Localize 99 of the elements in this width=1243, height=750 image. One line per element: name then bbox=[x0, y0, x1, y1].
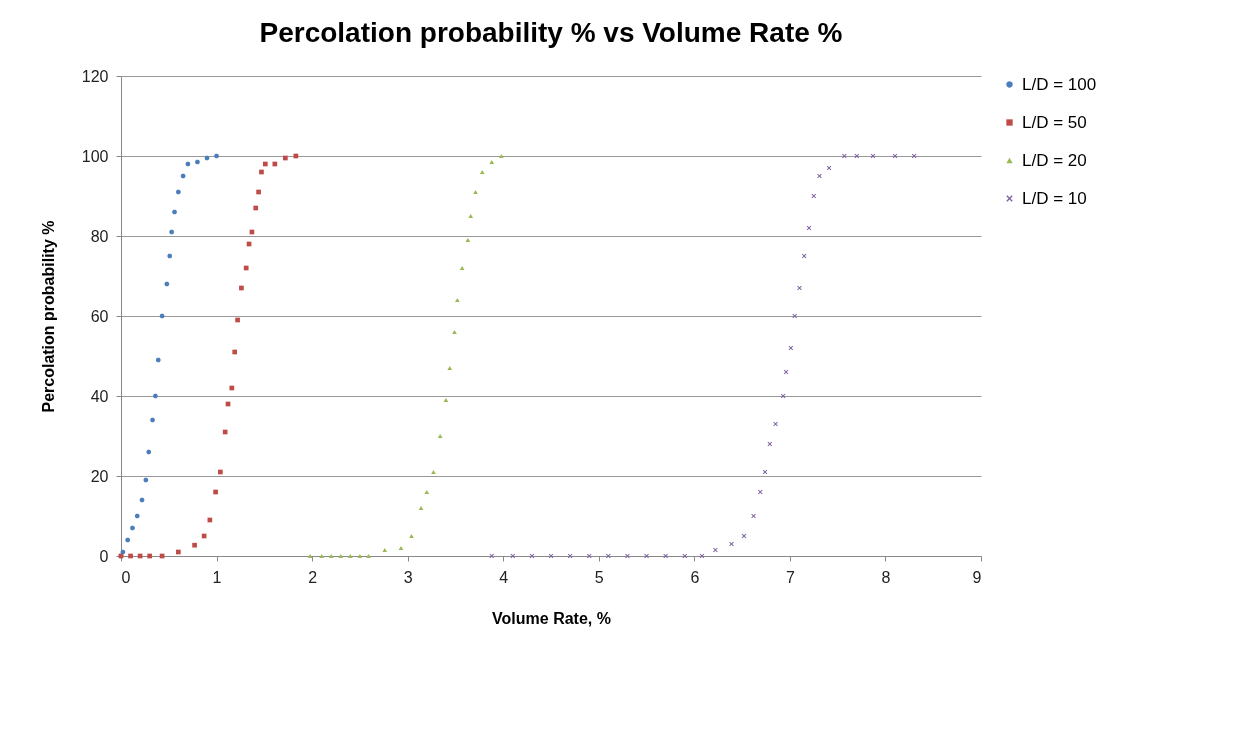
point bbox=[214, 153, 219, 159]
y-tick-label: 0 bbox=[99, 547, 109, 565]
point bbox=[243, 265, 249, 271]
x-tick-label: 1 bbox=[212, 568, 222, 586]
point bbox=[459, 265, 465, 271]
point bbox=[134, 513, 140, 519]
point bbox=[204, 155, 210, 161]
point bbox=[465, 237, 471, 243]
x-tick-label: 9 bbox=[972, 568, 982, 586]
point bbox=[625, 553, 630, 559]
point bbox=[229, 385, 235, 391]
point bbox=[773, 421, 778, 427]
point bbox=[218, 469, 223, 475]
point bbox=[180, 173, 186, 179]
point bbox=[150, 417, 155, 423]
point bbox=[259, 169, 264, 175]
point bbox=[167, 253, 173, 259]
point bbox=[256, 189, 261, 195]
point bbox=[130, 525, 135, 531]
point bbox=[175, 549, 181, 555]
point bbox=[479, 169, 485, 175]
point bbox=[159, 313, 165, 319]
point bbox=[398, 545, 404, 551]
legend-label: L/D = 10 bbox=[1022, 188, 1087, 208]
y-tick-label: 40 bbox=[90, 387, 109, 405]
point bbox=[175, 189, 181, 195]
x-tick-label: 0 bbox=[121, 568, 131, 586]
point bbox=[153, 393, 158, 399]
point bbox=[817, 173, 822, 179]
point bbox=[155, 357, 161, 363]
point bbox=[842, 153, 847, 159]
point bbox=[489, 159, 495, 165]
x-tick-label: 3 bbox=[403, 568, 413, 586]
point bbox=[164, 281, 170, 287]
y-axis-title: Percolation probability % bbox=[39, 220, 57, 413]
point bbox=[128, 553, 133, 559]
point bbox=[120, 549, 126, 555]
point bbox=[146, 449, 152, 455]
legend-label: L/D = 20 bbox=[1022, 150, 1087, 170]
point bbox=[192, 542, 197, 548]
chart-title: Percolation probability % vs Volume Rate % bbox=[259, 17, 843, 48]
legend-label: L/D = 100 bbox=[1022, 74, 1097, 94]
point bbox=[147, 553, 153, 559]
point bbox=[195, 159, 200, 165]
y-tick-label: 100 bbox=[81, 147, 109, 165]
point bbox=[447, 365, 453, 371]
point bbox=[139, 497, 145, 503]
point bbox=[452, 329, 457, 335]
point bbox=[605, 553, 611, 559]
y-tick-label: 80 bbox=[90, 227, 109, 245]
point bbox=[729, 541, 734, 547]
point bbox=[431, 469, 436, 475]
point bbox=[262, 161, 268, 167]
point bbox=[792, 313, 798, 319]
point bbox=[319, 553, 325, 559]
point bbox=[468, 213, 474, 219]
point bbox=[232, 349, 238, 355]
x-tick-label: 4 bbox=[499, 568, 509, 586]
point bbox=[328, 553, 334, 559]
point bbox=[307, 553, 313, 559]
point bbox=[253, 205, 259, 211]
point bbox=[235, 317, 240, 323]
point bbox=[473, 189, 478, 195]
point bbox=[443, 397, 449, 403]
point bbox=[751, 513, 756, 519]
point bbox=[437, 433, 443, 439]
x-tick-label: 8 bbox=[881, 568, 891, 586]
point bbox=[222, 429, 228, 435]
y-tick-label: 60 bbox=[90, 307, 109, 325]
point bbox=[424, 489, 430, 495]
x-tick-label: 7 bbox=[785, 568, 795, 586]
y-tick-label: 120 bbox=[81, 67, 109, 85]
point bbox=[357, 553, 363, 559]
legend-label: L/D = 50 bbox=[1022, 112, 1087, 132]
point bbox=[713, 547, 718, 553]
point bbox=[272, 161, 278, 167]
point bbox=[213, 489, 218, 495]
point bbox=[283, 155, 288, 161]
point bbox=[185, 161, 191, 167]
x-tick-label: 5 bbox=[594, 568, 604, 586]
point bbox=[172, 209, 177, 215]
x-axis-title: Volume Rate, % bbox=[492, 609, 611, 627]
point bbox=[347, 553, 353, 559]
point bbox=[644, 553, 649, 559]
point bbox=[382, 547, 388, 553]
point bbox=[125, 537, 131, 543]
point bbox=[338, 553, 344, 559]
point bbox=[797, 285, 802, 291]
point bbox=[455, 297, 460, 303]
point bbox=[366, 553, 371, 559]
point bbox=[663, 553, 669, 559]
point bbox=[169, 229, 174, 235]
point bbox=[143, 477, 149, 483]
x-tick-label: 6 bbox=[690, 568, 700, 586]
point bbox=[239, 285, 244, 291]
point bbox=[409, 533, 414, 539]
y-tick-label: 20 bbox=[90, 467, 109, 485]
point bbox=[498, 153, 504, 159]
x-tick-label: 2 bbox=[308, 568, 318, 586]
